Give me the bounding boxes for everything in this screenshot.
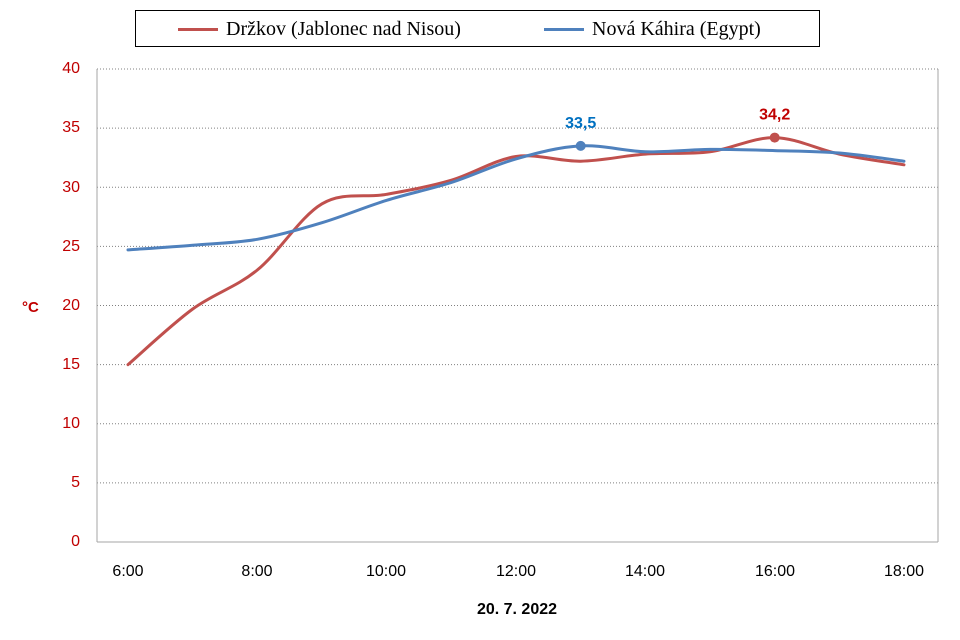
x-axis-label: 20. 7. 2022 [476, 601, 558, 618]
y-tick-label: 20 [62, 297, 80, 314]
x-tick-label: 14:00 [624, 563, 666, 580]
data-label-kahira: 33,5 [565, 115, 596, 132]
x-tick-label: 16:00 [754, 563, 796, 580]
legend-label-drzkov: Držkov (Jablonec nad Nisou) [226, 18, 461, 40]
annotation-marker-kahira [575, 140, 586, 151]
annotation-marker-drzkov [769, 132, 780, 143]
x-tick-label: 8:00 [241, 563, 273, 580]
series-line-kahira [126, 144, 906, 252]
x-tick-label: 10:00 [365, 563, 407, 580]
x-tick-label: 6:00 [112, 563, 144, 580]
series-line-drzkov [126, 136, 906, 367]
y-tick-label: 40 [62, 60, 80, 77]
y-tick-label: 10 [62, 415, 80, 432]
y-tick-label: 25 [62, 238, 80, 255]
y-tick-label: 0 [71, 533, 80, 550]
y-tick-label: 35 [62, 119, 80, 136]
legend-label-kahira: Nová Káhira (Egypt) [592, 18, 761, 40]
legend-swatch-kahira [544, 28, 584, 31]
y-tick-label: 15 [62, 356, 80, 373]
legend-item-drzkov: Držkov (Jablonec nad Nisou) [178, 11, 461, 48]
data-label-drzkov: 34,2 [759, 107, 790, 124]
y-tick-label: 5 [71, 474, 80, 491]
legend-item-kahira: Nová Káhira (Egypt) [544, 11, 761, 48]
y-axis-label: °C [22, 299, 39, 316]
legend: Držkov (Jablonec nad Nisou) Nová Káhira … [135, 10, 820, 47]
legend-swatch-drzkov [178, 28, 218, 31]
y-tick-label: 30 [62, 179, 80, 196]
x-tick-label: 12:00 [495, 563, 537, 580]
x-tick-label: 18:00 [883, 563, 925, 580]
